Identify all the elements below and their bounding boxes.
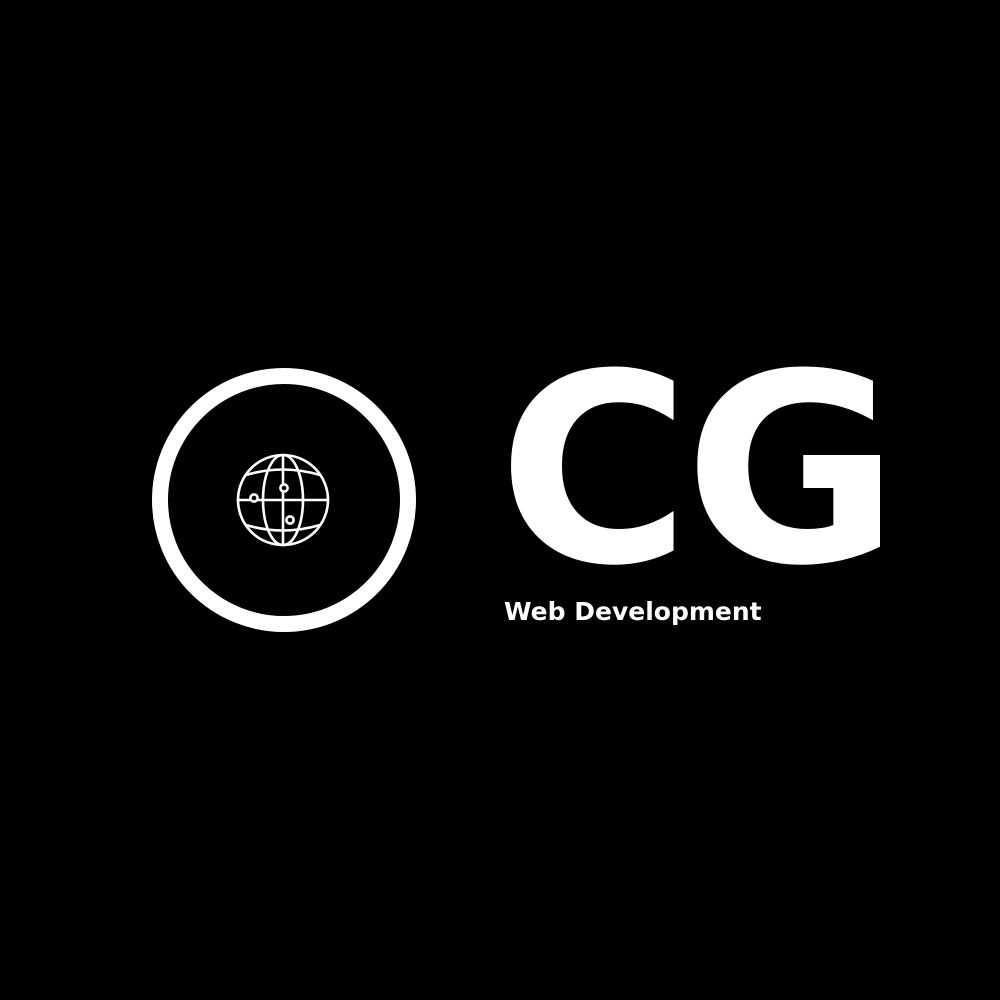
- globe-network-icon: [236, 453, 330, 547]
- emblem-ring: [150, 366, 418, 634]
- brand-tagline: Web Development: [504, 597, 762, 626]
- emblem-ring-graphic: [152, 368, 416, 632]
- brand-wordmark: CG: [498, 318, 899, 623]
- outer-ring: [152, 368, 416, 632]
